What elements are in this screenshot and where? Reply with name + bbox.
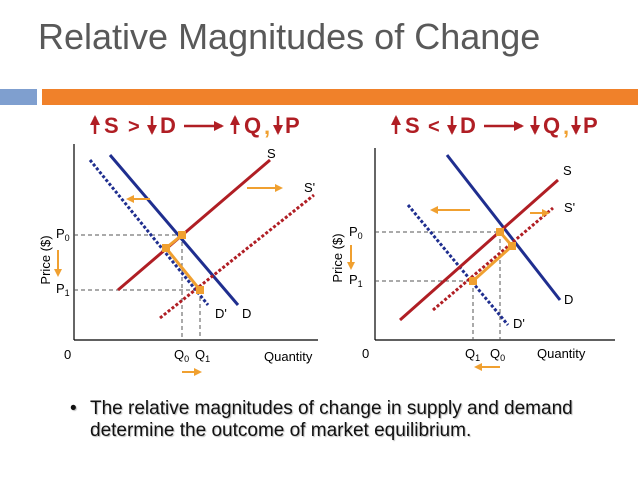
- right-label-d2: D': [513, 316, 525, 331]
- right-y-label: Price ($): [330, 233, 345, 282]
- left-formula-op: >: [128, 116, 140, 138]
- left-point-3: [196, 286, 204, 294]
- left-formula-d: D: [160, 113, 176, 138]
- right-point-3: [469, 277, 477, 285]
- left-p1: P1: [56, 281, 70, 298]
- left-formula-q: Q: [244, 113, 261, 138]
- right-label-s: S: [563, 163, 572, 178]
- left-demand-original: [88, 159, 210, 306]
- left-point-1: [162, 244, 170, 252]
- left-supply-original: [117, 158, 271, 292]
- right-supply-original: [399, 178, 559, 322]
- left-formula: S > D Q , P: [90, 113, 300, 139]
- left-panel: S > D Q , P Price ($) Quantity 0: [38, 113, 318, 376]
- left-point-2: [178, 231, 186, 239]
- left-formula-p: P: [285, 113, 300, 138]
- right-supply-shifted: [432, 206, 554, 312]
- slide-title: Relative Magnitudes of Change: [38, 16, 541, 57]
- right-formula-q: Q: [543, 113, 560, 138]
- right-formula-op: <: [428, 116, 440, 138]
- right-label-d: D: [564, 292, 573, 307]
- right-demand-shifted: [406, 204, 510, 326]
- bullet-marker: •: [70, 398, 77, 419]
- right-q1: Q1: [465, 346, 480, 363]
- left-guides: [74, 234, 201, 340]
- left-label-s2: S': [304, 180, 315, 195]
- bullet-point: • The relative magnitudes of change in s…: [70, 398, 610, 442]
- right-label-s2: S': [564, 200, 575, 215]
- left-q1: Q1: [195, 347, 210, 364]
- right-origin: 0: [362, 346, 369, 361]
- left-p0: P0: [56, 226, 70, 243]
- right-formula-d: D: [460, 113, 476, 138]
- right-path-b: [471, 244, 514, 283]
- right-p0: P0: [349, 224, 363, 241]
- right-point-1: [496, 228, 504, 236]
- left-q0: Q0: [174, 347, 189, 364]
- accent-bar-orange: [42, 89, 638, 105]
- left-supply-shifted: [159, 193, 315, 320]
- left-origin: 0: [64, 347, 71, 362]
- bullet-text: The relative magnitudes of change in sup…: [90, 398, 573, 441]
- left-label-s: S: [267, 146, 276, 161]
- right-q0: Q0: [490, 346, 505, 363]
- right-panel: S < D Q , P Price ($) Quantity 0: [330, 113, 615, 371]
- accent-bar-blue: [0, 89, 37, 105]
- left-y-label: Price ($): [38, 235, 53, 284]
- right-formula-s: S: [405, 113, 420, 138]
- right-formula: S < D Q , P: [391, 113, 598, 139]
- right-x-label: Quantity: [537, 346, 586, 361]
- right-formula-p: P: [583, 113, 598, 138]
- left-formula-s: S: [104, 113, 119, 138]
- left-label-d2: D': [215, 306, 227, 321]
- left-path-b: [164, 247, 202, 291]
- left-demand-shifted: [108, 154, 240, 306]
- right-point-2: [508, 242, 516, 250]
- left-x-label: Quantity: [264, 349, 313, 364]
- right-p1: P1: [349, 272, 363, 289]
- left-label-d: D: [242, 306, 251, 321]
- right-formula-sep: ,: [563, 114, 569, 139]
- right-guides: [375, 231, 501, 340]
- left-formula-sep: ,: [264, 114, 270, 139]
